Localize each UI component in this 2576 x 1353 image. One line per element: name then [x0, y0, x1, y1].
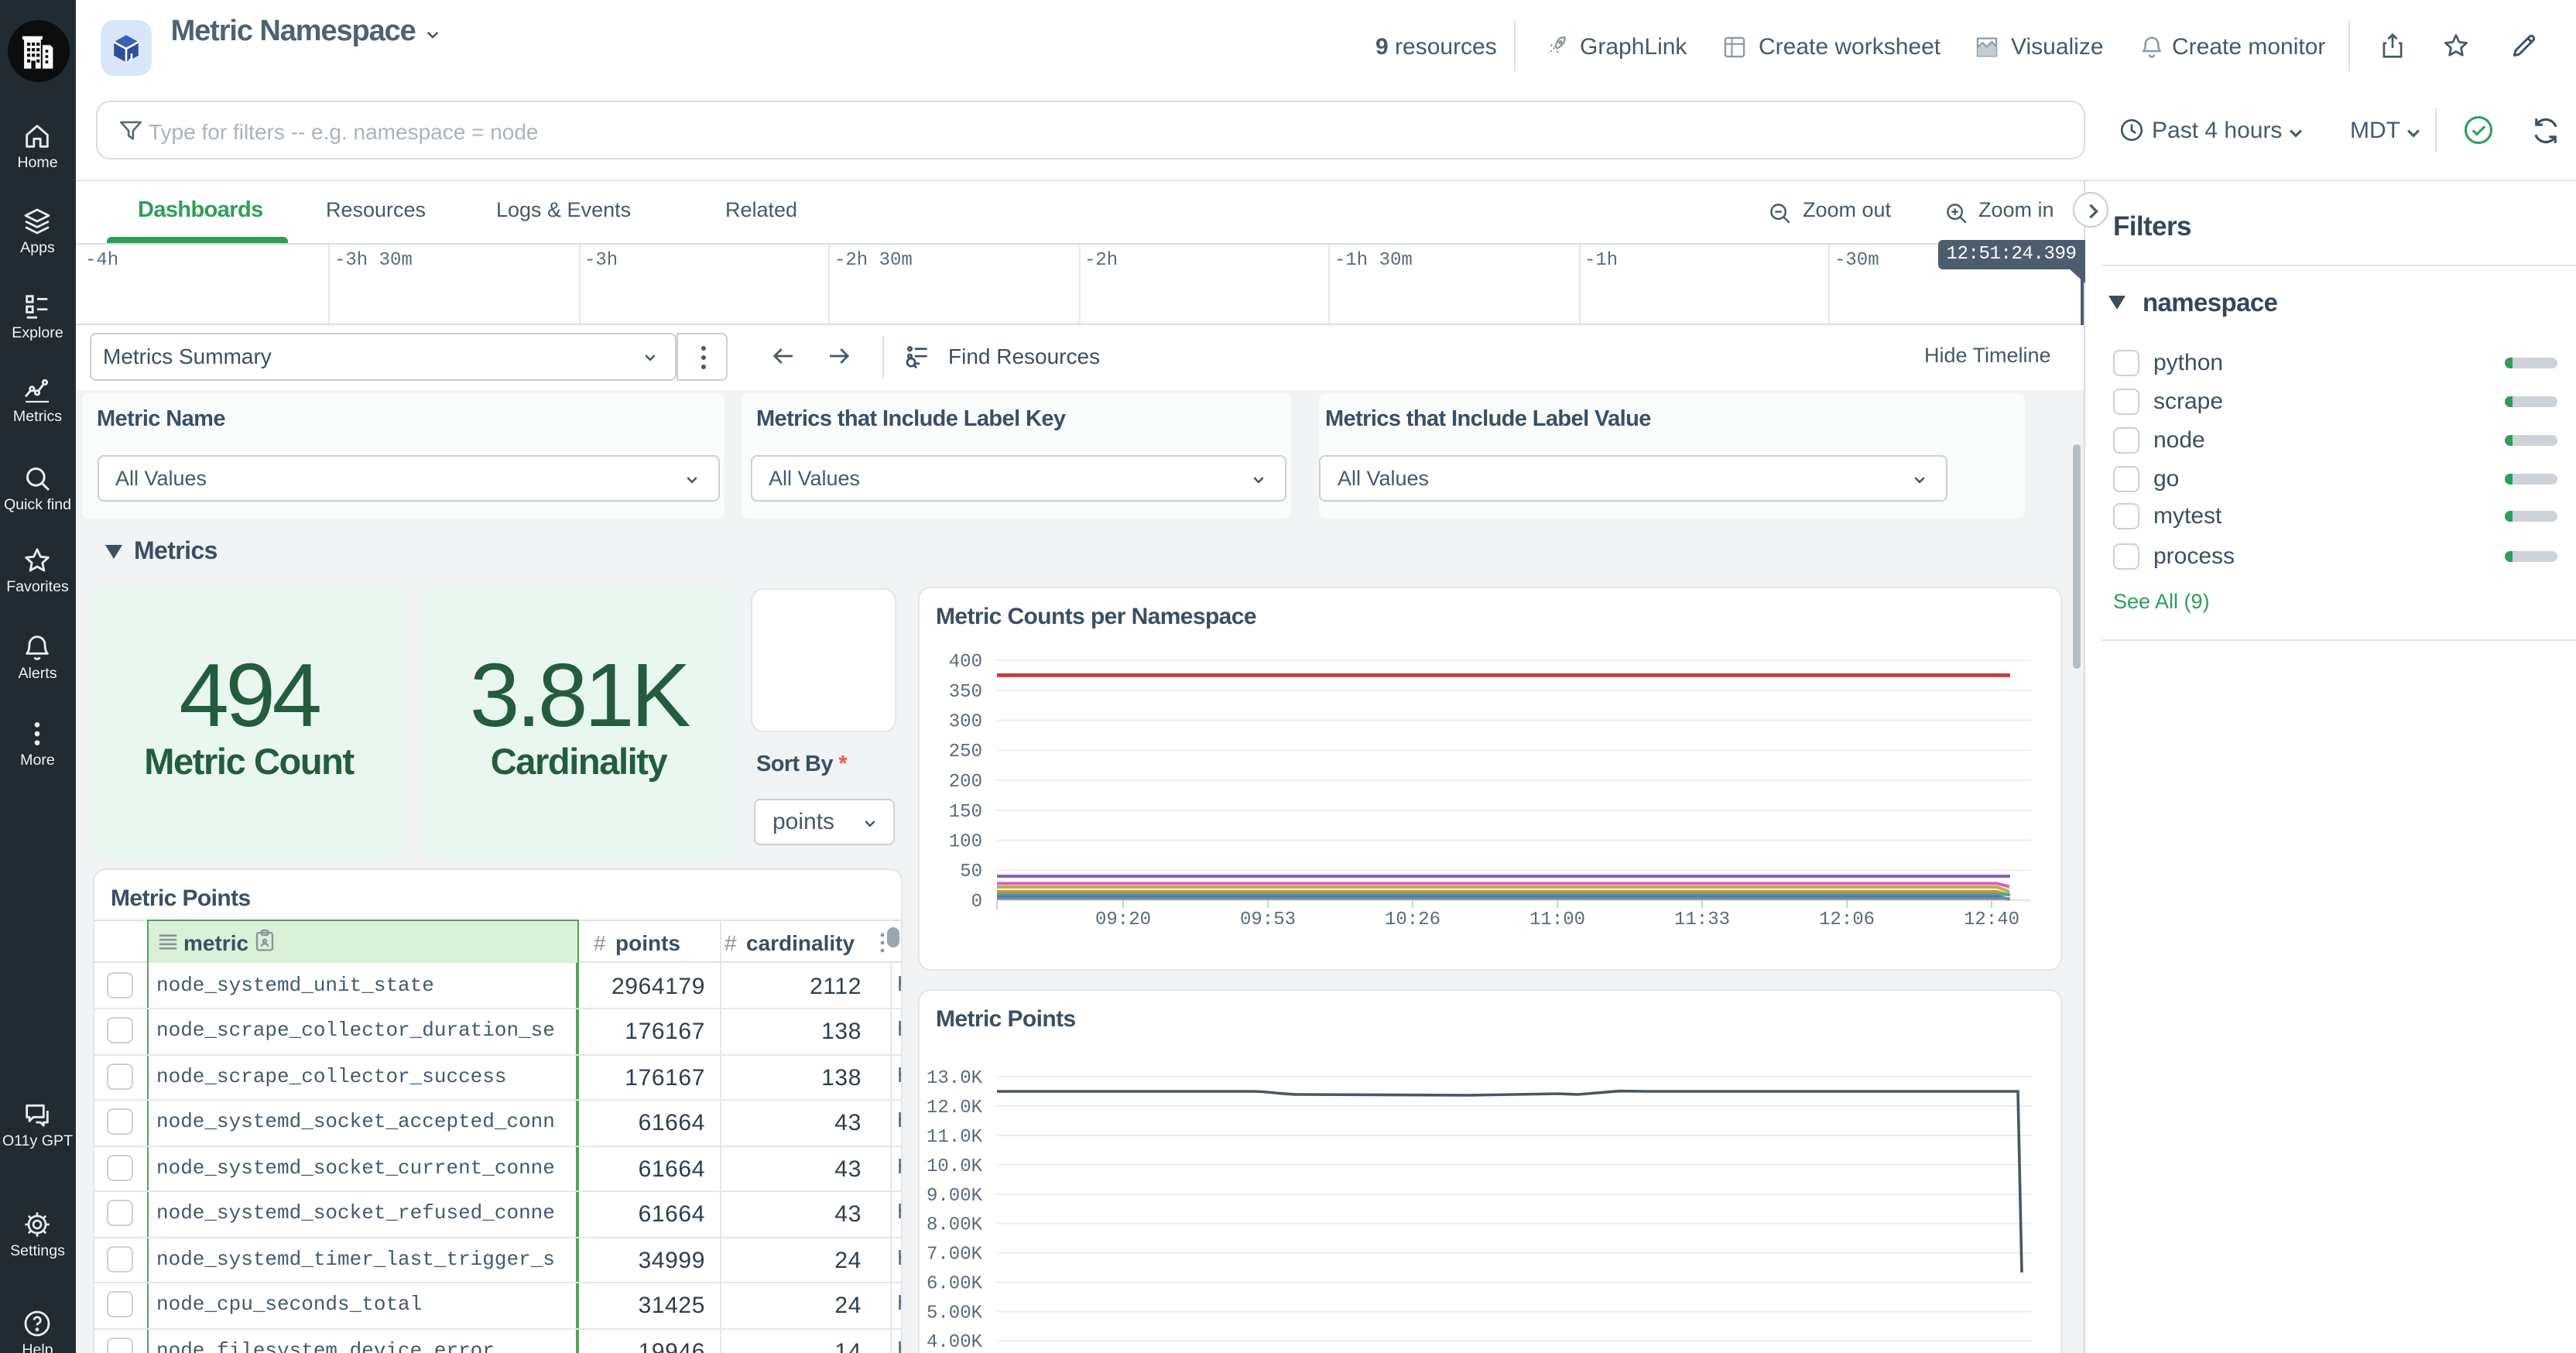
svg-text:12:06: 12:06 [1818, 909, 1874, 930]
svg-text:8.00K: 8.00K [926, 1214, 982, 1235]
svg-text:300: 300 [948, 712, 981, 733]
svg-text:9.00K: 9.00K [926, 1185, 982, 1206]
svg-text:11:00: 11:00 [1529, 909, 1584, 930]
svg-text:200: 200 [948, 772, 981, 793]
svg-text:350: 350 [948, 682, 981, 703]
svg-text:11.0K: 11.0K [926, 1126, 982, 1147]
svg-text:09:53: 09:53 [1239, 909, 1295, 930]
svg-text:5.00K: 5.00K [926, 1302, 982, 1323]
svg-text:4.00K: 4.00K [926, 1331, 982, 1352]
svg-text:11:33: 11:33 [1673, 909, 1729, 930]
svg-text:10.0K: 10.0K [926, 1156, 982, 1177]
svg-text:400: 400 [948, 652, 981, 673]
svg-text:12.0K: 12.0K [926, 1097, 982, 1118]
svg-text:6.00K: 6.00K [926, 1273, 982, 1293]
svg-text:250: 250 [948, 742, 981, 762]
svg-text:09:20: 09:20 [1094, 909, 1150, 930]
svg-text:13.0K: 13.0K [926, 1067, 982, 1088]
svg-text:50: 50 [959, 861, 981, 882]
svg-text:100: 100 [948, 832, 981, 853]
svg-text:150: 150 [948, 802, 981, 823]
svg-text:0: 0 [971, 892, 981, 913]
svg-text:12:40: 12:40 [1963, 909, 2019, 930]
svg-text:10:26: 10:26 [1384, 909, 1440, 930]
svg-text:7.00K: 7.00K [926, 1244, 982, 1265]
